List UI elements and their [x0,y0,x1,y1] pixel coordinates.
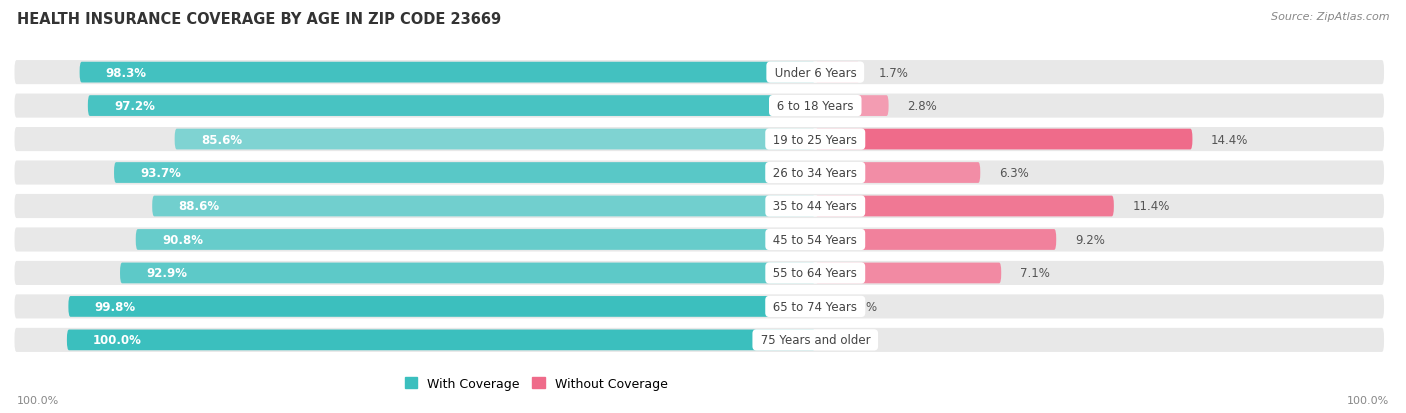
FancyBboxPatch shape [815,129,1192,150]
Text: 26 to 34 Years: 26 to 34 Years [769,166,860,180]
Text: 14.4%: 14.4% [1211,133,1249,146]
Text: 1.7%: 1.7% [879,66,908,79]
FancyBboxPatch shape [120,263,815,284]
Text: 11.4%: 11.4% [1133,200,1170,213]
FancyBboxPatch shape [69,296,815,317]
FancyBboxPatch shape [14,195,1384,218]
FancyBboxPatch shape [815,230,1056,250]
Text: 100.0%: 100.0% [93,334,142,347]
FancyBboxPatch shape [114,163,815,183]
FancyBboxPatch shape [67,330,815,350]
Text: 85.6%: 85.6% [201,133,242,146]
FancyBboxPatch shape [815,96,889,117]
FancyBboxPatch shape [14,261,1384,285]
Text: 0.0%: 0.0% [834,334,863,347]
FancyBboxPatch shape [815,163,980,183]
Text: 19 to 25 Years: 19 to 25 Years [769,133,860,146]
Text: 98.3%: 98.3% [105,66,146,79]
FancyBboxPatch shape [14,328,1384,352]
Text: 35 to 44 Years: 35 to 44 Years [769,200,860,213]
FancyBboxPatch shape [174,129,815,150]
FancyBboxPatch shape [815,296,821,317]
Text: Under 6 Years: Under 6 Years [770,66,860,79]
Text: 93.7%: 93.7% [141,166,181,180]
Text: 97.2%: 97.2% [114,100,155,113]
Text: 45 to 54 Years: 45 to 54 Years [769,233,860,247]
FancyBboxPatch shape [80,63,815,83]
Text: 2.8%: 2.8% [907,100,936,113]
Text: 0.25%: 0.25% [841,300,877,313]
FancyBboxPatch shape [14,294,1384,319]
Text: 65 to 74 Years: 65 to 74 Years [769,300,860,313]
FancyBboxPatch shape [815,263,1001,284]
Text: 6 to 18 Years: 6 to 18 Years [773,100,858,113]
Text: HEALTH INSURANCE COVERAGE BY AGE IN ZIP CODE 23669: HEALTH INSURANCE COVERAGE BY AGE IN ZIP … [17,12,501,27]
FancyBboxPatch shape [87,96,815,117]
Text: 7.1%: 7.1% [1019,267,1050,280]
Text: 100.0%: 100.0% [1347,395,1389,405]
Text: 9.2%: 9.2% [1076,233,1105,247]
Text: 88.6%: 88.6% [179,200,219,213]
FancyBboxPatch shape [14,61,1384,85]
Text: 90.8%: 90.8% [162,233,202,247]
Text: 55 to 64 Years: 55 to 64 Years [769,267,860,280]
Legend: With Coverage, Without Coverage: With Coverage, Without Coverage [399,372,672,395]
FancyBboxPatch shape [14,128,1384,152]
FancyBboxPatch shape [136,230,815,250]
FancyBboxPatch shape [815,63,860,83]
FancyBboxPatch shape [152,196,815,217]
FancyBboxPatch shape [14,161,1384,185]
Text: 99.8%: 99.8% [94,300,136,313]
Text: 92.9%: 92.9% [146,267,187,280]
Text: 75 Years and older: 75 Years and older [756,334,875,347]
FancyBboxPatch shape [815,196,1114,217]
FancyBboxPatch shape [14,94,1384,119]
FancyBboxPatch shape [14,228,1384,252]
Text: 100.0%: 100.0% [17,395,59,405]
Text: 6.3%: 6.3% [1000,166,1029,180]
Text: Source: ZipAtlas.com: Source: ZipAtlas.com [1271,12,1389,22]
